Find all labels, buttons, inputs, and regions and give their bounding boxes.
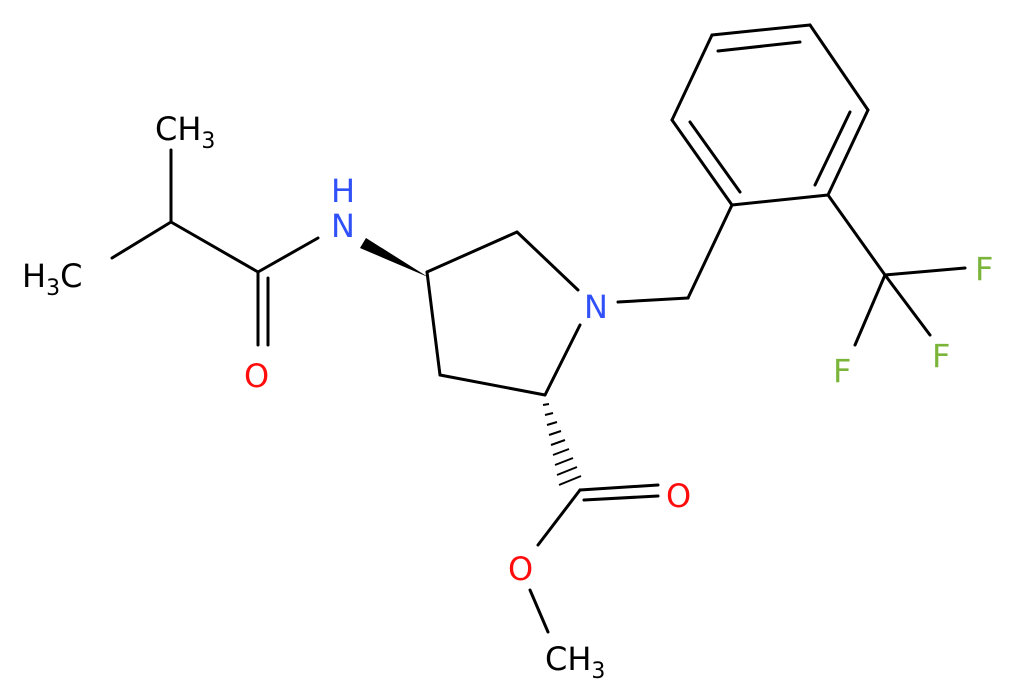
atom-text: C [60, 257, 82, 295]
atom-label: F [833, 352, 851, 390]
atom-text: H [22, 257, 46, 295]
atom-label: H3C [22, 257, 82, 301]
atom-subscript: 3 [46, 276, 60, 301]
bonds [110, 23, 967, 634]
wedge-bond [360, 238, 428, 277]
atom-label: H [331, 172, 355, 210]
atom-label: O [508, 550, 533, 588]
atom-label: N [331, 207, 355, 245]
atom-label: O [244, 357, 269, 395]
atom-subscript: 3 [201, 129, 215, 154]
atom-label: CH3 [155, 110, 215, 154]
atom-label: F [975, 250, 993, 288]
atom-label: N [584, 288, 608, 326]
hashed-bond [542, 403, 582, 486]
atom-label: O [666, 477, 691, 515]
atom-text: CH [545, 640, 591, 678]
atom-label: CH3 [545, 640, 605, 684]
atom-label: F [932, 337, 950, 375]
atom-text: CH [155, 110, 201, 148]
atom-subscript: 3 [591, 659, 605, 684]
